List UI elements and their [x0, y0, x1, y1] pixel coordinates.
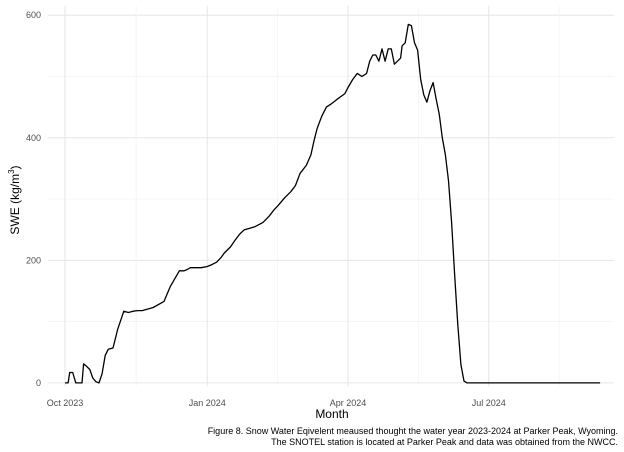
y-tick-labels: 0 200 400 600: [26, 10, 41, 388]
y-tick-label: 400: [26, 133, 41, 143]
grid-lines: [48, 6, 614, 386]
y-axis-title-superscript: 3: [7, 169, 16, 174]
x-tick-label: Jan 2024: [189, 398, 226, 408]
y-tick-label: 600: [26, 10, 41, 20]
swe-series-line: [65, 23, 601, 384]
caption-line-1: Figure 8. Snow Water Eqivelent meaused t…: [207, 426, 618, 436]
y-tick-label: 200: [26, 255, 41, 265]
x-tick-labels: Oct 2023 Jan 2024 Apr 2024 Jul 2024: [47, 398, 506, 408]
x-tick-label: Apr 2024: [330, 398, 367, 408]
x-tick-label: Oct 2023: [47, 398, 84, 408]
x-tick-label: Jul 2024: [472, 398, 506, 408]
figure-caption: Figure 8. Snow Water Eqivelent meaused t…: [208, 426, 618, 447]
y-axis-title: SWE (kg/m3): [7, 165, 22, 234]
y-axis-title-main: SWE (kg/m: [8, 174, 22, 235]
y-axis-title-close: ): [8, 165, 22, 169]
caption-line-2: The SNOTEL station is located at Parker …: [271, 436, 618, 447]
x-axis-title: Month: [315, 407, 348, 421]
y-tick-label: 0: [36, 378, 41, 388]
